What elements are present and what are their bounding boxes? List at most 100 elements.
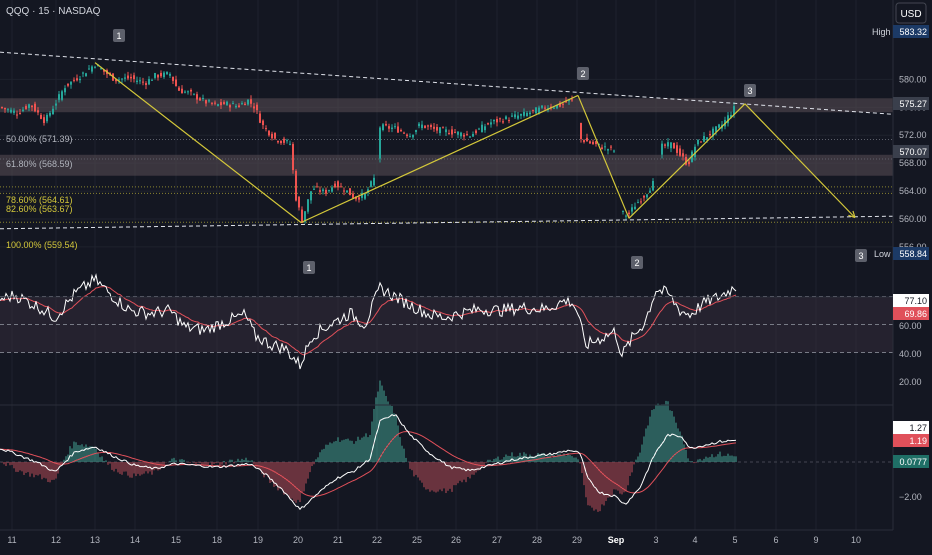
candle-body	[4, 107, 6, 110]
wave-label-top-2: 2	[577, 67, 589, 80]
time-tick-label: 13	[90, 535, 100, 545]
candle-body	[634, 206, 636, 210]
harmonic-pattern	[0, 51, 894, 230]
currency-label: USD	[900, 9, 921, 20]
candle-body	[523, 111, 525, 116]
candle-body	[307, 199, 309, 212]
candle-body	[10, 109, 12, 113]
price-zone	[0, 154, 893, 176]
candle-body	[454, 131, 456, 133]
time-tick-label: 6	[773, 535, 778, 545]
candle-body	[703, 136, 705, 142]
time-tick-label: 15	[171, 535, 181, 545]
rsi-signal-badge	[893, 307, 929, 320]
candle-body	[7, 109, 9, 111]
candle-body	[139, 80, 141, 82]
candle-body	[442, 127, 444, 129]
candle-body	[514, 114, 516, 118]
candle-body	[238, 105, 240, 107]
candle-body	[403, 132, 405, 134]
rsi-value: 77.10	[904, 296, 927, 306]
fib-retracement-levels	[0, 139, 893, 223]
candle-body	[322, 189, 324, 192]
candle-body	[517, 115, 519, 119]
candle-body	[196, 94, 198, 100]
candle-body	[229, 105, 231, 108]
candle-body	[304, 211, 306, 222]
candle-body	[79, 78, 81, 81]
candle-body	[25, 106, 27, 109]
candle-body	[346, 190, 348, 193]
candle-body	[118, 79, 120, 81]
svg-text:1: 1	[306, 263, 311, 273]
candle-body	[160, 72, 162, 77]
candle-body	[682, 153, 684, 157]
svg-text:3: 3	[747, 86, 752, 96]
candle-body	[349, 188, 351, 196]
candle-body	[1, 106, 3, 109]
time-axis[interactable]: 11 12 13 14 15 18 19 20 21 22 25 26 27 28 29 Sep 3 4 5 6 9 10	[7, 535, 861, 545]
macd-line	[0, 413, 737, 511]
candle-body	[199, 98, 201, 101]
candle-body	[562, 103, 564, 105]
candle-body	[601, 147, 603, 150]
candle-body	[13, 110, 15, 113]
candle-body	[532, 109, 534, 111]
candle-body	[487, 123, 489, 125]
candle-body	[115, 79, 117, 82]
candle-body	[520, 113, 522, 116]
candle-body	[553, 107, 555, 109]
candle-body	[409, 136, 411, 138]
macd-signal-line	[0, 430, 737, 497]
candle-body	[352, 193, 354, 199]
candle-body	[253, 106, 255, 109]
wave-label-top-1: 1	[113, 29, 125, 42]
candle-body	[61, 91, 63, 100]
candle-body	[499, 118, 501, 120]
time-tick-label: 12	[51, 535, 61, 545]
high-badge	[893, 25, 929, 38]
candle-body	[361, 192, 363, 198]
rsi-line	[0, 273, 737, 370]
candle-body	[421, 124, 423, 129]
candle-body	[700, 141, 702, 143]
time-tick-label: 27	[492, 535, 502, 545]
candle-body	[505, 116, 507, 120]
candle-body	[88, 68, 90, 70]
candle-body	[661, 143, 663, 155]
candle-body	[178, 87, 180, 91]
candle-body	[247, 99, 249, 105]
currency-button[interactable]: USD	[895, 2, 927, 24]
candle-body	[511, 115, 513, 117]
candle-body	[481, 124, 483, 133]
candle-body	[595, 141, 597, 145]
candle-body	[289, 143, 291, 145]
fib-label-50: 50.00% (571.39)	[6, 134, 73, 144]
candle-body	[451, 129, 453, 135]
time-tick-label: 11	[7, 535, 16, 545]
price-zone	[0, 98, 893, 113]
pattern-leg	[300, 94, 579, 224]
candle-body	[607, 149, 609, 151]
candle-body	[391, 127, 393, 129]
pattern-leg	[577, 95, 630, 219]
time-tick-label: Sep	[608, 535, 625, 545]
candle-body	[205, 100, 207, 104]
candle-body	[370, 181, 372, 187]
candle-body	[373, 177, 375, 186]
candle-body	[631, 207, 633, 212]
price-tick-label: 564.00	[899, 186, 927, 196]
candle-body	[73, 79, 75, 81]
candle-body	[46, 114, 48, 122]
candle-body	[292, 144, 294, 171]
candle-body	[502, 121, 504, 123]
candle-body	[667, 142, 669, 147]
rsi-value-badge	[893, 294, 929, 307]
candle-body	[148, 79, 150, 85]
candle-body	[436, 126, 438, 131]
candle-body	[40, 114, 42, 119]
candle-body	[262, 120, 264, 126]
candle-body	[55, 103, 57, 106]
